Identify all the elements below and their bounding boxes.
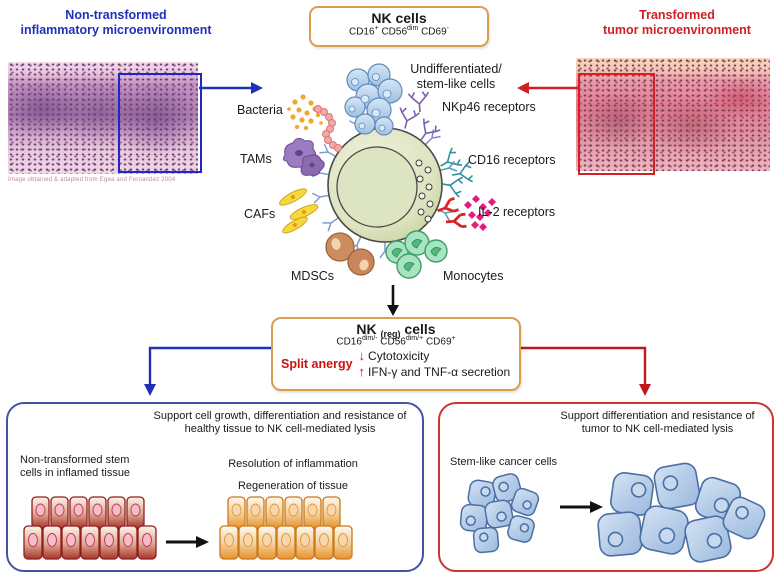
increase-arrow-icon: ↑ [358, 364, 366, 380]
split-anergy-label: Split anergy [281, 357, 353, 372]
label-tams: TAMs [240, 152, 272, 166]
bacteria-chain [314, 105, 342, 152]
nkp46-receptors-icon [399, 91, 441, 141]
split-anergy-row: Split anergy ↓ Cytotoxicity ↑ IFN-γ and TN… [273, 348, 519, 380]
right-environment-title-line2: tumor microenvironment [603, 23, 751, 37]
histology-image-left [8, 62, 202, 174]
granules [415, 159, 434, 223]
label-nkp46: NKp46 receptors [442, 100, 536, 114]
left-environment-title-line2: inflammatory microenvironment [20, 23, 212, 37]
healthy-outcome-box: Support cell growth, differentiation and… [6, 402, 424, 572]
nk-cell-diagram [279, 63, 496, 279]
histology-image-right [576, 58, 770, 175]
cancer-growth-arrow [560, 501, 603, 513]
cd16-receptors-icon [440, 147, 474, 198]
label-resolution: Resolution of inflammation [228, 458, 358, 470]
cytotoxicity-row: ↓ Cytotoxicity [358, 348, 430, 364]
label-stemlike-cancer-cells: Stem-like cancer cells [450, 456, 557, 468]
marker-cd16: CD16 [348, 26, 375, 38]
healthy-outcome-title: Support cell growth, differentiation and… [153, 410, 407, 435]
label-nontransformed-stem-cells: Non-transformed stem cells in inflamed t… [20, 454, 131, 479]
cafs-icon [279, 188, 319, 234]
nk-cells-box-title: NK cells [371, 10, 427, 26]
label-bacteria: Bacteria [237, 103, 283, 117]
nucleus [336, 146, 418, 228]
nkreg-box-title: NK (reg) cells [356, 321, 436, 339]
tissue-transition-arrow [166, 536, 209, 548]
tissue-graphic [23, 496, 353, 560]
inflamed-tissue-cells [23, 496, 157, 560]
label-cd16: CD16 receptors [468, 153, 556, 167]
roi-rectangle-blue [118, 73, 202, 173]
cancer-cells-graphic [459, 462, 766, 563]
regenerated-tissue-cells [219, 496, 353, 560]
decrease-arrow-icon: ↓ [358, 348, 366, 364]
left-environment-title-line1: Non-transformed [65, 8, 167, 22]
monocytes-icon [385, 230, 448, 279]
secretion-row: ↑ IFN-γ and TNF-α secretion [358, 364, 511, 380]
tumor-outcome-title: Support differentiation and resistance o… [560, 410, 755, 435]
roi-rectangle-red [578, 73, 655, 175]
small-cancer-cluster [459, 473, 540, 554]
bacteria-icon [287, 94, 342, 152]
histology-caption: Image obtained & adapted from Egea and F… [8, 177, 176, 183]
nkreg-phenotype: CD16dim/- CD56dim/+ CD69+ [336, 335, 456, 348]
label-monocytes: Monocytes [443, 269, 504, 283]
marker-cd69: CD69 [421, 26, 447, 38]
marker-cd56: CD56 [381, 26, 408, 38]
marker-cd56-reg: CD56 [380, 336, 406, 348]
label-cafs: CAFs [244, 207, 276, 221]
left-environment-title: Non-transformed inflammatory microenviro… [10, 8, 222, 38]
label-il2: IL-2 receptors [478, 205, 556, 219]
right-environment-title: Transformed tumor microenvironment [583, 8, 771, 38]
large-cancer-cluster [597, 462, 766, 563]
effects-list: ↓ Cytotoxicity ↑ IFN-γ and TNF-α secretion [359, 348, 511, 380]
nk-cell [327, 127, 443, 243]
marker-cd69-reg: CD69 [425, 336, 452, 348]
nk-cells-box: NK cells CD16+ CD56dim CD69- [309, 6, 489, 47]
nk-cells-phenotype: CD16+ CD56dim CD69- [348, 25, 449, 38]
label-regeneration: Regeneration of tissue [237, 480, 349, 492]
tams-icon [282, 137, 325, 176]
right-environment-title-line1: Transformed [639, 8, 715, 22]
nkreg-cells-box: NK (reg) cells CD16dim/- CD56dim/+ CD69+… [271, 317, 521, 391]
mdscs-icon [325, 232, 375, 276]
red-elbow-connector [518, 346, 651, 396]
tumor-outcome-box: Support differentiation and resistance o… [438, 402, 774, 572]
label-mdscs: MDSCs [291, 269, 335, 283]
blue-elbow-connector [144, 346, 272, 396]
il2-ligands [464, 195, 496, 231]
label-stem-cells: Undifferentiated/ stem-like cells [410, 62, 502, 91]
marker-cd16-reg: CD16 [336, 336, 362, 348]
il2-receptors-icon [437, 195, 496, 231]
stem-like-cells-icon [344, 63, 403, 136]
